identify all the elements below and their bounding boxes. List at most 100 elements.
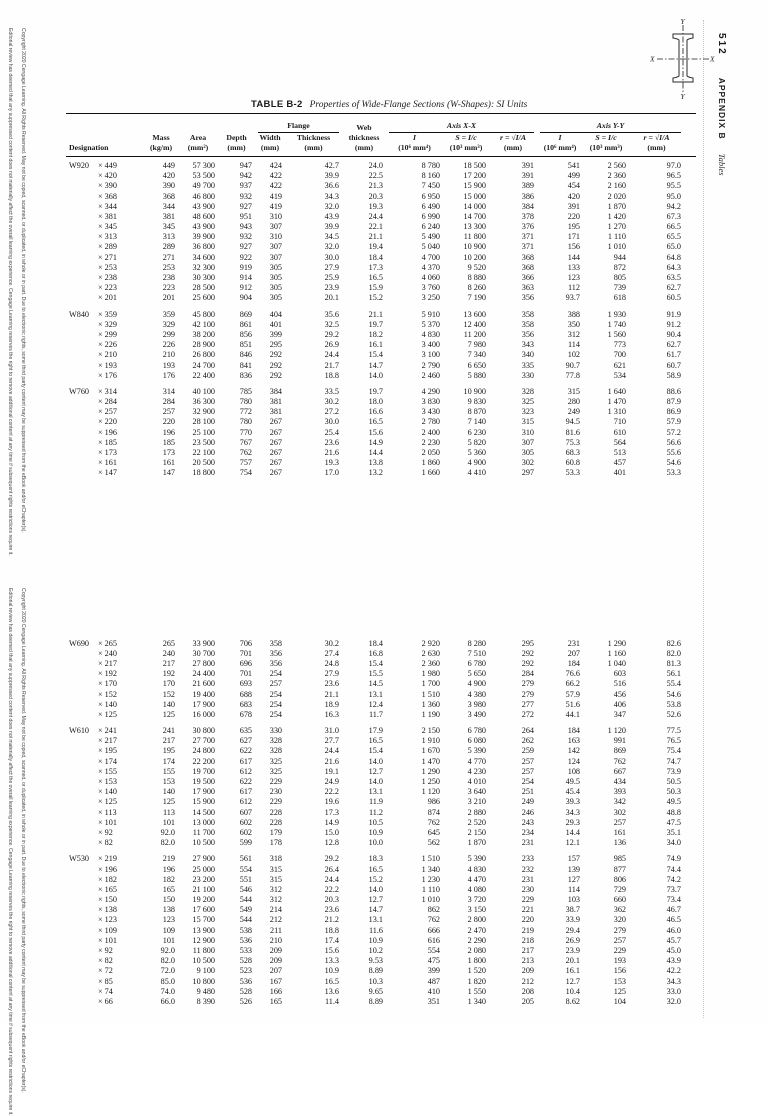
cell-flange-thickness: 24.9 xyxy=(324,777,339,786)
cell-web-thickness: 22.1 xyxy=(368,222,383,232)
cell-depth: 544 xyxy=(239,915,252,925)
cell-ix: 986 xyxy=(427,797,440,807)
book-page: Copyright 2020 Cengage Learning. All Rig… xyxy=(7,18,727,1116)
cell-web-thickness: 16.5 xyxy=(368,736,383,746)
cell-width: 209 xyxy=(269,956,282,966)
cell-web-thickness: 8.89 xyxy=(368,996,383,1006)
cell-sy: 161 xyxy=(613,827,626,837)
cell-width: 401 xyxy=(269,319,282,329)
table-header: Flange Axis X-X Axis Y-Y Designation Mas… xyxy=(66,113,696,157)
table-row: × 196 196 25 100 770 267 25.4 15.6 2 400 6 230 31… xyxy=(66,428,696,438)
cell-designation: × 173 xyxy=(98,448,117,457)
cell-flange-thickness: 14.9 xyxy=(324,817,339,827)
cell-area: 48 600 xyxy=(192,211,215,221)
cell-rx: 292 xyxy=(521,658,534,668)
cell-sy: 729 xyxy=(613,884,626,894)
cell-web-thickness: 22.5 xyxy=(368,171,383,181)
cell-ry: 82.6 xyxy=(666,638,681,648)
cell-ry: 42.2 xyxy=(666,966,681,976)
cell-flange-thickness: 18.8 xyxy=(324,925,339,935)
cell-mass: 257 xyxy=(162,407,175,417)
cell-width: 384 xyxy=(269,386,282,396)
cell-web-thickness: 11.7 xyxy=(368,709,383,719)
cell-designation: × 271 xyxy=(98,252,117,262)
cell-width: 292 xyxy=(269,370,282,380)
cell-flange-thickness: 25.4 xyxy=(324,427,339,437)
cell-ix: 645 xyxy=(427,827,440,837)
cell-sy: 944 xyxy=(613,252,626,262)
cell-rx: 376 xyxy=(521,222,534,232)
table-row: × 101 101 12 900 536 210 17.4 10.9 616 2 290 218 2… xyxy=(66,936,696,946)
cell-sx: 5 820 xyxy=(467,437,486,447)
cell-iy: 171 xyxy=(567,232,580,242)
cell-designation: × 155 xyxy=(98,766,117,776)
cell-iy: 195 xyxy=(567,222,580,232)
table-row: × 344 344 43 900 927 419 32.0 19.3 6 490 14 000 3… xyxy=(66,202,696,212)
cell-iy: 29.4 xyxy=(565,925,580,935)
cell-web-thickness: 10.3 xyxy=(368,976,383,986)
running-head: 512 APPENDIX B Tables xyxy=(716,33,727,176)
cell-mass: 85.0 xyxy=(160,976,175,986)
cell-width: 330 xyxy=(269,726,282,736)
cell-iy: 454 xyxy=(567,181,580,191)
cell-width: 381 xyxy=(269,397,282,407)
cell-width: 178 xyxy=(269,838,282,848)
cell-width: 166 xyxy=(269,986,282,996)
cell-flange-thickness: 24.4 xyxy=(324,874,339,884)
cell-sy: 434 xyxy=(613,777,626,786)
cell-sy: 610 xyxy=(613,427,626,437)
cell-ry: 32.0 xyxy=(666,996,681,1006)
cell-web-thickness: 13.1 xyxy=(368,689,383,699)
cell-ry: 73.9 xyxy=(666,766,681,776)
col-header-ry: r = √I/A (mm) xyxy=(643,133,670,152)
cell-mass: 226 xyxy=(162,340,175,350)
cell-designation: × 125 xyxy=(98,709,117,719)
cell-sx: 6 780 xyxy=(467,726,486,736)
cell-web-thickness: 16.8 xyxy=(368,648,383,658)
cell-mass: 101 xyxy=(162,935,175,945)
table-row: × 313 313 39 900 932 310 34.5 21.1 5 490 11 800 3… xyxy=(66,232,696,242)
cell-mass: 152 xyxy=(162,689,175,699)
cell-mass: 271 xyxy=(162,252,175,262)
cell-width: 179 xyxy=(269,827,282,837)
cell-mass: 195 xyxy=(162,746,175,756)
cell-designation: × 101 xyxy=(98,817,117,827)
cell-depth: 526 xyxy=(239,996,252,1006)
cell-ix: 2 630 xyxy=(421,648,440,658)
cell-designation: × 161 xyxy=(98,458,117,468)
cell-depth: 706 xyxy=(239,638,252,648)
cell-ix: 3 830 xyxy=(421,397,440,407)
cell-area: 30 300 xyxy=(192,273,215,282)
cell-width: 328 xyxy=(269,736,282,746)
cell-web-thickness: 14.4 xyxy=(368,448,383,457)
table-row: × 240 240 30 700 701 356 27.4 16.8 2 630 7 510 29… xyxy=(66,649,696,659)
cell-flange-thickness: 16.5 xyxy=(324,976,339,986)
cell-ix: 4 830 xyxy=(421,329,440,339)
cell-ry: 73.4 xyxy=(666,895,681,905)
cell-sx: 8 280 xyxy=(467,638,486,648)
cell-iy: 51.6 xyxy=(565,699,580,709)
cell-sx: 7 190 xyxy=(467,293,486,303)
cell-mass: 210 xyxy=(162,350,175,360)
cell-depth: 942 xyxy=(239,171,252,181)
cell-sy: 667 xyxy=(613,766,626,776)
cell-sx: 5 650 xyxy=(467,669,486,679)
cell-rx: 208 xyxy=(521,986,534,996)
cell-depth: 533 xyxy=(239,946,252,955)
cell-sy: 877 xyxy=(613,864,626,874)
cell-flange-thickness: 30.2 xyxy=(324,638,339,648)
cell-ry: 77.5 xyxy=(666,726,681,736)
cell-ry: 88.6 xyxy=(666,386,681,396)
cell-flange-thickness: 23.6 xyxy=(324,679,339,689)
cell-sx: 2 880 xyxy=(467,807,486,817)
cell-mass: 220 xyxy=(162,417,175,427)
cell-web-thickness: 10.9 xyxy=(368,827,383,837)
cell-rx: 305 xyxy=(521,448,534,457)
cell-designation: × 368 xyxy=(98,191,117,201)
cell-rx: 389 xyxy=(521,181,534,191)
cell-width: 267 xyxy=(269,448,282,457)
cell-depth: 770 xyxy=(239,427,252,437)
cell-sy: 773 xyxy=(613,340,626,350)
cell-rx: 328 xyxy=(521,386,534,396)
cell-area: 15 700 xyxy=(192,915,215,925)
